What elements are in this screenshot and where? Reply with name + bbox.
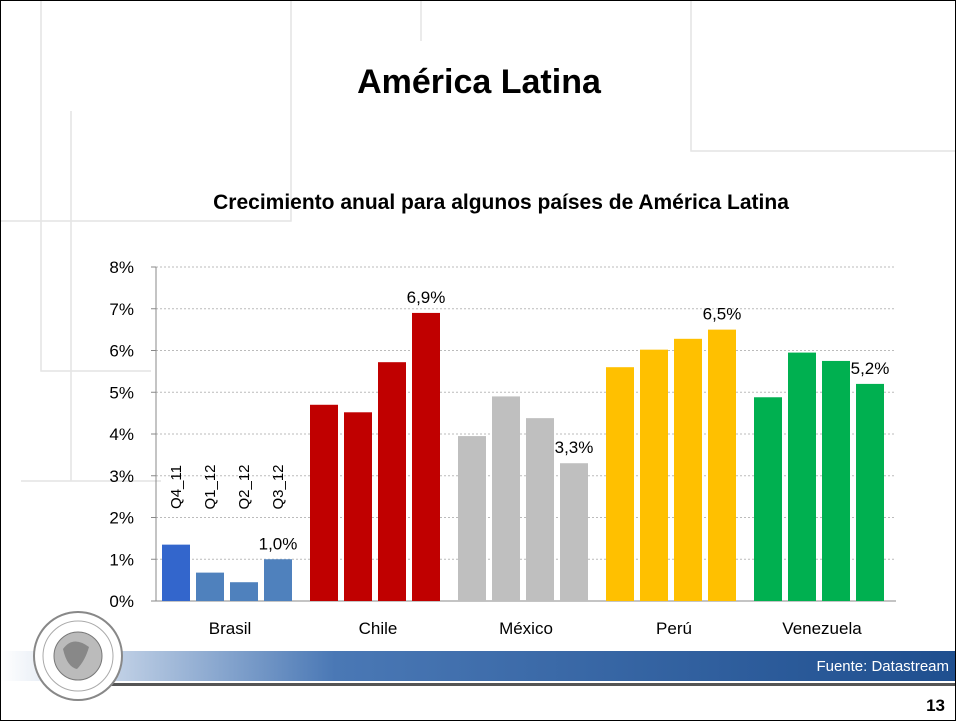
series-label: Q2_12 bbox=[236, 464, 253, 509]
series-label: Q1_12 bbox=[202, 464, 219, 509]
bar bbox=[526, 418, 554, 601]
page-number: 13 bbox=[926, 696, 945, 715]
chart: 0% 1% 2% 3% 4% 5% 6% 7% 8% Brasil 1,0% Chile 6,9% Méx… bbox=[109, 258, 896, 638]
footer-band bbox=[1, 651, 955, 681]
bar bbox=[606, 367, 634, 601]
bar bbox=[788, 352, 816, 601]
y-tick-label: 3% bbox=[109, 467, 134, 486]
bar bbox=[378, 362, 406, 601]
bar bbox=[856, 383, 884, 601]
x-tick-label: Chile bbox=[359, 619, 398, 638]
series-label: Q3_12 bbox=[270, 464, 287, 509]
chart-title: Crecimiento anual para algunos países de… bbox=[213, 191, 789, 214]
series-label: Q4_11 bbox=[168, 465, 185, 509]
y-tick-label: 2% bbox=[109, 509, 134, 528]
x-tick-label: Venezuela bbox=[782, 619, 862, 638]
y-tick-label: 6% bbox=[109, 342, 134, 361]
value-label: 3,3% bbox=[555, 438, 594, 457]
x-tick-label: México bbox=[499, 619, 553, 638]
y-tick-label: 8% bbox=[109, 258, 134, 277]
bar bbox=[344, 412, 372, 601]
bar bbox=[412, 312, 440, 601]
bar bbox=[230, 582, 258, 601]
bar bbox=[822, 360, 850, 601]
y-tick-label: 7% bbox=[109, 300, 134, 319]
bar bbox=[196, 572, 224, 601]
logo bbox=[33, 611, 123, 701]
y-tick-label: 4% bbox=[109, 425, 134, 444]
value-label: 1,0% bbox=[259, 534, 298, 553]
x-tick-label: Perú bbox=[656, 619, 692, 638]
bar bbox=[492, 396, 520, 601]
value-label: 6,9% bbox=[407, 288, 446, 307]
slide-title: América Latina bbox=[357, 63, 601, 101]
bar bbox=[674, 338, 702, 601]
y-tick-label: 0% bbox=[109, 592, 134, 611]
x-tick-label: Brasil bbox=[209, 619, 252, 638]
bar bbox=[708, 329, 736, 601]
bar bbox=[162, 544, 190, 601]
bar bbox=[640, 349, 668, 601]
value-label: 6,5% bbox=[703, 305, 742, 324]
y-tick-label: 1% bbox=[109, 550, 134, 569]
bar bbox=[458, 436, 486, 601]
value-label: 5,2% bbox=[851, 359, 890, 378]
bar bbox=[560, 463, 588, 601]
decor-lines bbox=[1, 1, 955, 482]
y-tick-label: 5% bbox=[109, 383, 134, 402]
footer-line bbox=[81, 683, 955, 686]
source: Fuente: Datastream bbox=[816, 658, 949, 675]
bar bbox=[754, 397, 782, 601]
bar bbox=[310, 404, 338, 601]
bar bbox=[264, 559, 292, 601]
